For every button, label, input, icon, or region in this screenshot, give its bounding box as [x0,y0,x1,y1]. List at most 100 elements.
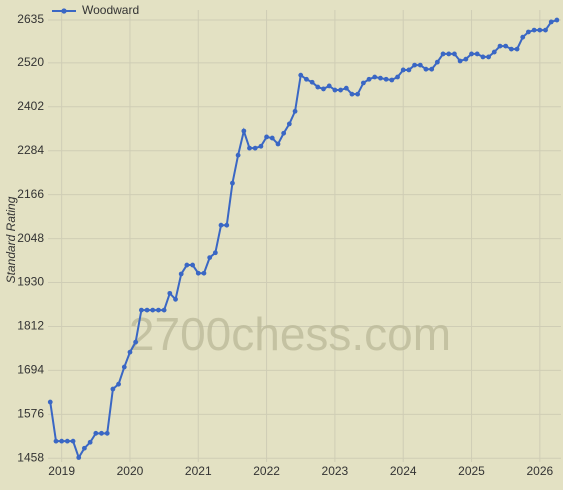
data-point [224,222,230,228]
data-point [366,76,372,82]
data-point [59,438,65,444]
x-tick-label: 2026 [526,464,553,478]
data-point [127,349,133,355]
data-point [383,76,389,82]
data-point [463,56,469,62]
data-point [452,51,457,57]
data-point [332,87,338,93]
data-point [173,296,178,302]
data-point [395,74,400,80]
data-point [99,430,104,436]
data-point [309,79,315,85]
data-point [326,83,332,89]
data-point [252,145,258,151]
data-point [269,135,275,141]
data-point [247,145,252,151]
data-point [167,290,173,296]
data-point [87,439,93,445]
x-tick-label: 2022 [253,464,280,478]
data-point [543,27,548,33]
data-point [372,74,378,80]
data-point [315,84,321,90]
y-tick-label: 2048 [17,231,44,245]
data-point [207,255,213,260]
data-point [190,262,196,268]
data-point [508,46,514,52]
data-point [338,87,343,93]
data-point [304,76,309,82]
data-point [537,27,543,33]
y-tick-label: 2402 [17,99,44,113]
y-axis-label: Standard Rating [4,196,18,283]
data-point [230,180,235,186]
data-point [212,250,218,256]
data-point [497,43,503,49]
data-point [486,54,491,60]
data-point [520,34,526,40]
data-point [184,262,190,268]
data-point [417,62,423,68]
data-point [82,445,87,451]
data-point [144,307,150,313]
data-point [554,17,560,23]
data-point [264,134,269,140]
data-point [480,54,486,60]
data-point [275,141,281,147]
y-tick-label: 1694 [17,363,44,377]
data-point [258,143,264,149]
data-point [514,46,520,52]
data-point [491,49,497,55]
data-point [446,51,452,57]
data-point [355,91,361,97]
data-point [70,438,76,444]
data-point [116,381,121,387]
x-tick-label: 2023 [322,464,349,478]
data-point [195,270,201,276]
data-point [531,27,537,33]
data-point [423,66,429,72]
data-point [298,72,304,78]
data-point [235,152,241,158]
x-tick-label: 2020 [117,464,144,478]
x-tick-label: 2021 [185,464,212,478]
data-point [64,438,70,444]
data-point [503,43,509,49]
data-point [93,430,99,436]
x-tick-label: 2019 [48,464,75,478]
y-tick-label: 2635 [17,12,44,26]
data-point [241,128,247,134]
data-point [47,399,53,405]
data-point [321,86,326,92]
data-point [400,67,406,73]
data-point [133,339,139,345]
y-tick-label: 1576 [17,407,44,421]
grid [48,10,561,462]
data-point [360,80,366,86]
y-tick-label: 1930 [17,275,44,289]
data-point [104,430,110,436]
data-point [201,270,207,276]
data-point [292,108,298,114]
data-point [440,51,446,57]
data-point [138,307,144,313]
data-point [150,307,156,313]
data-point [548,19,554,25]
data-point [526,29,531,35]
legend-label: Woodward [82,3,139,17]
data-point [156,307,161,313]
data-point [349,91,355,97]
data-point [469,51,474,57]
data-point [389,77,395,83]
data-point [434,59,440,65]
data-point [457,58,463,64]
data-point [161,307,167,313]
data-point [378,75,383,81]
data-point [121,364,127,370]
x-tick-label: 2024 [390,464,417,478]
data-point [412,62,418,68]
data-point [474,51,480,57]
data-point [53,438,59,444]
x-tick-label: 2025 [458,464,485,478]
data-point [406,67,412,73]
